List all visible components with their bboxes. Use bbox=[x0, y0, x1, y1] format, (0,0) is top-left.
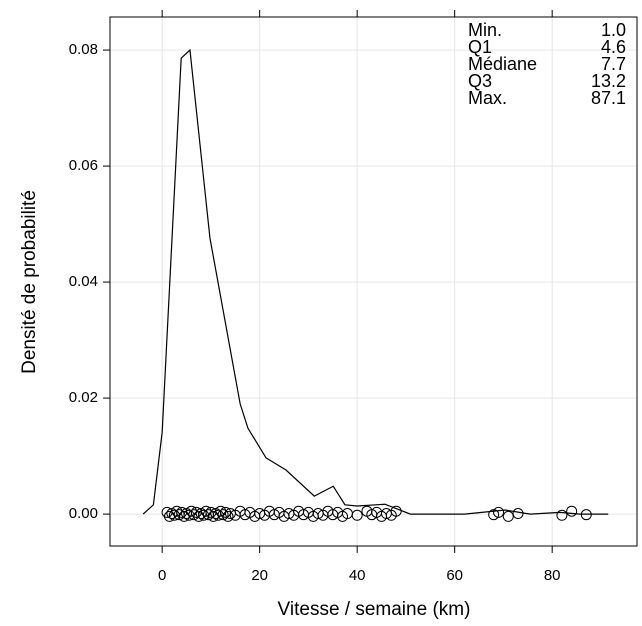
summary-value: 13.2 bbox=[591, 71, 626, 91]
y-tick-label: 0.06 bbox=[69, 157, 98, 174]
plot-frame bbox=[109, 16, 638, 547]
summary-label: Q3 bbox=[468, 71, 492, 91]
summary-value: 1.0 bbox=[601, 20, 626, 40]
x-axis-label: Vitesse / semaine (km) bbox=[278, 599, 471, 620]
density-line bbox=[142, 48, 609, 515]
x-tick-label: 0 bbox=[158, 567, 166, 584]
summary-label: Médiane bbox=[468, 54, 537, 74]
y-tick-label: 0.08 bbox=[69, 41, 98, 58]
y-tick-label: 0.00 bbox=[69, 505, 98, 522]
rug-point bbox=[556, 509, 568, 521]
rug-point bbox=[488, 509, 500, 521]
y-tick-label: 0.02 bbox=[69, 389, 98, 406]
rug-point bbox=[351, 509, 363, 521]
rug-point bbox=[580, 509, 592, 521]
x-tick-label: 60 bbox=[446, 567, 463, 584]
rug-point bbox=[493, 506, 505, 518]
summary-label: Max. bbox=[468, 88, 507, 108]
rug-point bbox=[222, 510, 234, 522]
summary-value: 4.6 bbox=[601, 37, 626, 57]
y-axis-label: Densité de probabilité bbox=[19, 190, 40, 374]
rug-point bbox=[502, 510, 514, 522]
rug-point bbox=[512, 508, 524, 520]
summary-label: Min. bbox=[468, 20, 502, 40]
summary-value: 7.7 bbox=[601, 54, 626, 74]
x-tick-label: 80 bbox=[544, 567, 561, 584]
summary-value: 87.1 bbox=[591, 88, 626, 108]
summary-label: Q1 bbox=[468, 37, 492, 57]
rug-point bbox=[217, 509, 229, 521]
x-tick-label: 40 bbox=[349, 567, 366, 584]
rug-point bbox=[566, 505, 578, 517]
rug-point bbox=[390, 505, 402, 517]
y-tick-label: 0.04 bbox=[69, 273, 98, 290]
x-tick-label: 20 bbox=[251, 567, 268, 584]
